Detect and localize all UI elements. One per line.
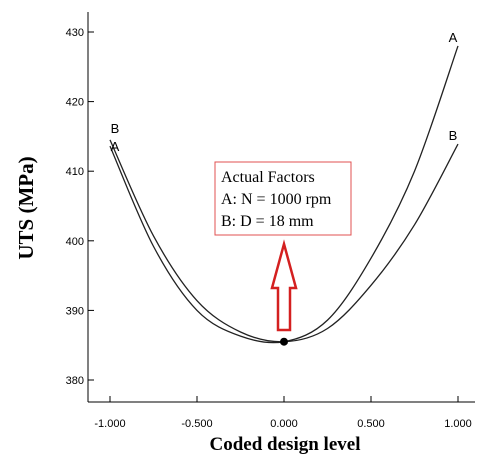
y-tick-label: 400 <box>66 236 84 248</box>
x-tick-label: 0.000 <box>270 418 298 430</box>
y-tick-label: 420 <box>66 97 84 109</box>
x-tick-label: -0.500 <box>181 418 212 430</box>
x-ticks: -1.000 -0.500 0.000 0.500 1.000 <box>94 396 472 430</box>
actual-factors-annotation: Actual Factors A: N = 1000 rpm B: D = 18… <box>214 161 352 332</box>
y-tick-label: 410 <box>66 166 84 178</box>
center-point-marker <box>280 337 288 346</box>
y-ticks: 380 390 400 410 420 430 <box>66 27 94 387</box>
x-tick-label: 1.000 <box>444 418 472 430</box>
series-label-left-a: A <box>111 139 120 154</box>
factor-b-text: B: D = 18 mm <box>221 213 314 230</box>
y-tick-label: 380 <box>66 375 84 387</box>
series-label-left-b: B <box>111 121 120 136</box>
plot-area <box>87 12 475 403</box>
series-label-right-a: A <box>449 30 458 45</box>
curve-labels: AAB B <box>111 30 458 154</box>
y-axis-title: UTS (MPa) <box>14 156 38 259</box>
x-tick-label: 0.500 <box>357 418 385 430</box>
x-tick-label: -1.000 <box>94 418 125 430</box>
up-arrow-icon <box>270 239 298 332</box>
actual-factors-title: Actual Factors <box>221 169 315 186</box>
y-tick-label: 430 <box>66 27 84 39</box>
factor-a-text: A: N = 1000 rpm <box>221 191 332 208</box>
series-label-right-b: B <box>449 128 458 143</box>
y-tick-label: 390 <box>66 305 84 317</box>
actual-factors-box <box>214 161 352 236</box>
x-axis-title: Coded design level <box>210 434 361 455</box>
